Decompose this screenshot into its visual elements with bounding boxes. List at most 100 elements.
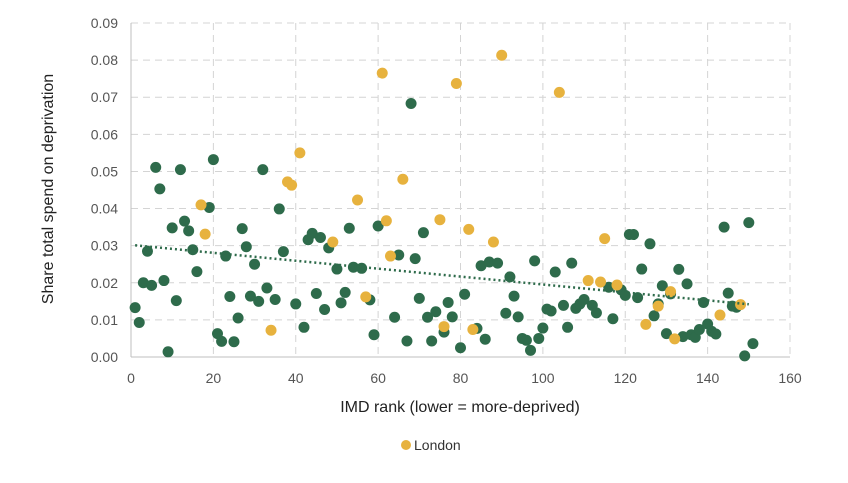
point [660, 328, 672, 340]
point-london [384, 250, 396, 262]
y-tick-label: 0.04 [91, 201, 118, 217]
point [413, 292, 425, 304]
point [306, 227, 318, 239]
point-london [467, 324, 479, 336]
point-london [195, 199, 207, 211]
legend-label-london: London [414, 437, 461, 453]
y-tick-label: 0.02 [91, 275, 118, 291]
point [249, 258, 261, 270]
x-tick-label: 160 [778, 370, 802, 386]
point [648, 310, 660, 322]
point [228, 336, 240, 348]
point [331, 263, 343, 275]
point [187, 244, 199, 256]
point-london [487, 236, 499, 248]
point [253, 295, 265, 307]
y-tick-label: 0.09 [91, 15, 118, 31]
point-london [665, 286, 677, 298]
point-london [434, 214, 446, 226]
point [232, 312, 244, 324]
point [166, 222, 178, 234]
point-london [199, 228, 211, 240]
point [129, 302, 141, 314]
point [636, 263, 648, 275]
point [512, 311, 524, 323]
point [314, 232, 326, 243]
x-tick-label: 100 [531, 370, 555, 386]
point [562, 321, 574, 333]
point-london [360, 291, 372, 303]
x-axis-title: IMD rank (lower = more-deprived) [340, 399, 580, 416]
point [269, 293, 281, 305]
point [298, 321, 310, 333]
point-london [640, 318, 652, 330]
point-london [496, 49, 508, 61]
point [483, 256, 495, 268]
point [603, 281, 615, 293]
point-london [463, 223, 475, 235]
point [343, 222, 355, 234]
point [673, 263, 685, 275]
point [422, 311, 434, 323]
point [236, 223, 248, 235]
point [590, 307, 602, 319]
point [261, 282, 273, 294]
axes: 0.00 0.01 0.02 0.03 0.04 0.05 0.06 0.07 0.08 0.09… [91, 15, 802, 386]
point-london [669, 333, 681, 345]
legend: London [401, 437, 461, 453]
point [179, 215, 191, 227]
point [446, 311, 458, 323]
point [545, 305, 557, 317]
point [698, 296, 710, 308]
point [409, 253, 421, 265]
point [372, 220, 384, 232]
y-tick-label: 0.07 [91, 89, 118, 105]
point [356, 262, 368, 274]
point [401, 335, 413, 347]
point [290, 298, 302, 310]
point-london [265, 324, 277, 336]
point-london [352, 194, 364, 206]
x-tick-label: 80 [453, 370, 469, 386]
point [632, 292, 644, 304]
x-tick-label: 40 [288, 370, 304, 386]
point-london [652, 300, 664, 312]
point [529, 255, 541, 267]
point [656, 280, 668, 292]
gridlines [131, 22, 791, 357]
point [368, 329, 380, 341]
point [141, 245, 153, 257]
point [525, 344, 537, 356]
point [319, 304, 331, 315]
point [244, 290, 256, 302]
point [277, 246, 289, 258]
point [154, 183, 166, 195]
point-london [286, 179, 298, 191]
point [533, 332, 545, 344]
point [644, 238, 656, 250]
x-tick-label: 120 [614, 370, 638, 386]
point [150, 161, 162, 173]
point [627, 229, 639, 241]
point-london [294, 147, 306, 159]
point [607, 313, 619, 325]
point [216, 335, 228, 347]
point-london [595, 276, 607, 288]
point [504, 271, 516, 283]
point [310, 288, 322, 300]
x-tick-label: 60 [370, 370, 386, 386]
point [273, 203, 285, 215]
point [492, 257, 504, 269]
point [479, 333, 491, 345]
point [417, 227, 429, 239]
point [747, 338, 759, 350]
point [508, 290, 520, 302]
point [174, 164, 186, 176]
y-tick-label: 0.08 [91, 52, 118, 68]
y-tick-label: 0.01 [91, 312, 118, 328]
point-london [397, 173, 409, 185]
point-london [714, 309, 726, 321]
point [426, 335, 438, 347]
point [566, 257, 578, 269]
y-axis-title: Share total spend on deprivation [40, 74, 57, 304]
